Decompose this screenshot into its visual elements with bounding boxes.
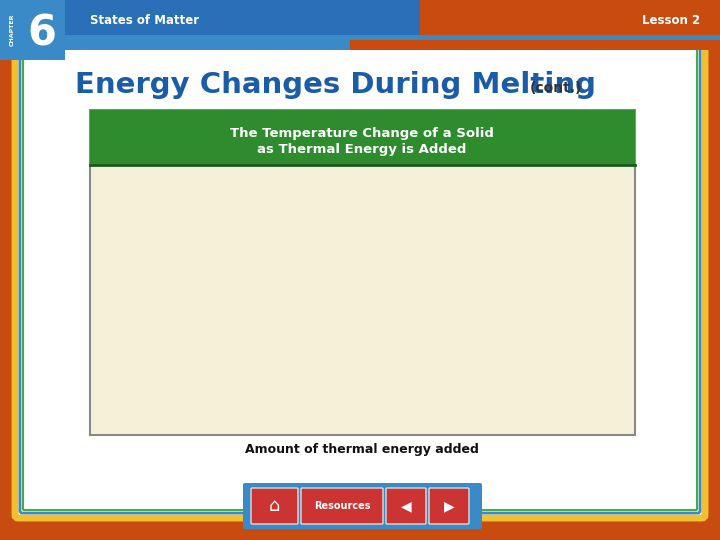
- Polygon shape: [200, 0, 720, 50]
- Text: 6: 6: [27, 12, 56, 54]
- Y-axis label: Temperature: Temperature: [107, 303, 120, 388]
- Bar: [0, 0, 720, 40]
- Text: States of Matter: States of Matter: [90, 15, 199, 28]
- Text: The temperature of
the liquid increases.: The temperature of the liquid increases.: [393, 274, 552, 295]
- Text: Energy Changes During Melting: Energy Changes During Melting: [75, 71, 596, 99]
- Text: (cont.): (cont.): [530, 81, 582, 95]
- Bar: [0, 0, 65, 60]
- Text: ◀: ◀: [401, 499, 411, 513]
- FancyBboxPatch shape: [15, 22, 705, 518]
- FancyBboxPatch shape: [301, 488, 383, 524]
- FancyBboxPatch shape: [251, 488, 298, 524]
- Text: as Thermal Energy is Added: as Thermal Energy is Added: [257, 144, 467, 157]
- Bar: [0, 0, 720, 35]
- FancyBboxPatch shape: [429, 488, 469, 524]
- Text: ⌂: ⌂: [269, 497, 279, 515]
- Text: CHAPTER: CHAPTER: [10, 14, 15, 46]
- FancyBboxPatch shape: [0, 0, 720, 50]
- FancyBboxPatch shape: [0, 0, 420, 35]
- Text: Resources: Resources: [314, 501, 370, 511]
- FancyBboxPatch shape: [243, 483, 482, 529]
- Polygon shape: [380, 0, 720, 35]
- Text: The Temperature Change of a Solid: The Temperature Change of a Solid: [230, 126, 494, 139]
- FancyBboxPatch shape: [23, 30, 697, 510]
- Text: The temperature doesn’t
change as melting occurs.: The temperature doesn’t change as meltin…: [264, 287, 393, 332]
- Text: Melting
begins.: Melting begins.: [163, 291, 225, 332]
- Polygon shape: [50, 0, 350, 50]
- Bar: [90, 110, 635, 165]
- FancyBboxPatch shape: [20, 27, 700, 513]
- Text: The temperature of
the solid increases.: The temperature of the solid increases.: [140, 384, 235, 427]
- FancyBboxPatch shape: [386, 488, 426, 524]
- Text: Amount of thermal energy added: Amount of thermal energy added: [245, 443, 479, 456]
- Text: Melting
ends.: Melting ends.: [495, 336, 531, 378]
- Text: Lesson 2: Lesson 2: [642, 15, 700, 28]
- Bar: [90, 110, 635, 435]
- Text: ▶: ▶: [444, 499, 454, 513]
